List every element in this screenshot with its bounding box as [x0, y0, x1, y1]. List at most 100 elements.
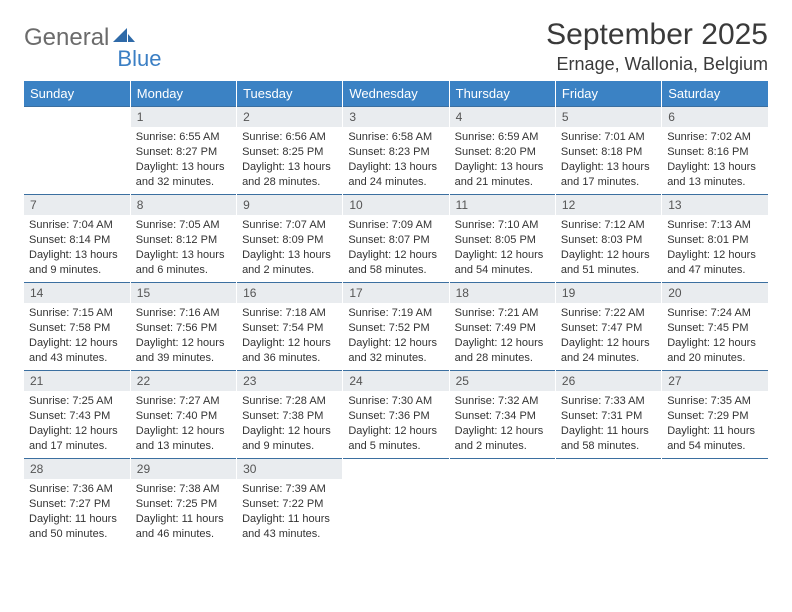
sunset-text: Sunset: 7:25 PM	[136, 497, 231, 512]
day-cell: 17Sunrise: 7:19 AMSunset: 7:52 PMDayligh…	[343, 283, 449, 371]
daylight-text: Daylight: 11 hours and 43 minutes.	[242, 512, 337, 542]
logo-word1: General	[24, 24, 109, 52]
sunset-text: Sunset: 7:34 PM	[455, 409, 550, 424]
daylight-text: Daylight: 12 hours and 32 minutes.	[348, 336, 443, 366]
daylight-text: Daylight: 12 hours and 51 minutes.	[561, 248, 656, 278]
sunset-text: Sunset: 8:16 PM	[667, 145, 763, 160]
sunset-text: Sunset: 7:54 PM	[242, 321, 337, 336]
col-sat: Saturday	[662, 81, 768, 107]
sunset-text: Sunset: 7:43 PM	[29, 409, 125, 424]
day-cell: 13Sunrise: 7:13 AMSunset: 8:01 PMDayligh…	[662, 195, 768, 283]
day-body: Sunrise: 7:21 AMSunset: 7:49 PMDaylight:…	[450, 303, 555, 369]
sunrise-text: Sunrise: 7:32 AM	[455, 394, 550, 409]
day-cell	[24, 107, 130, 195]
sunrise-text: Sunrise: 6:59 AM	[455, 130, 550, 145]
day-header-row: Sunday Monday Tuesday Wednesday Thursday…	[24, 81, 768, 107]
sunrise-text: Sunrise: 6:56 AM	[242, 130, 337, 145]
sunset-text: Sunset: 8:07 PM	[348, 233, 443, 248]
sunrise-text: Sunrise: 7:07 AM	[242, 218, 337, 233]
sunrise-text: Sunrise: 7:19 AM	[348, 306, 443, 321]
day-body: Sunrise: 7:22 AMSunset: 7:47 PMDaylight:…	[556, 303, 661, 369]
sunrise-text: Sunrise: 7:27 AM	[136, 394, 231, 409]
day-number: 30	[237, 459, 342, 479]
day-body: Sunrise: 7:28 AMSunset: 7:38 PMDaylight:…	[237, 391, 342, 457]
sunrise-text: Sunrise: 7:35 AM	[667, 394, 763, 409]
day-number: 17	[343, 283, 448, 303]
sunrise-text: Sunrise: 7:39 AM	[242, 482, 337, 497]
day-cell: 29Sunrise: 7:38 AMSunset: 7:25 PMDayligh…	[130, 459, 236, 547]
day-number: 3	[343, 107, 448, 127]
day-cell: 1Sunrise: 6:55 AMSunset: 8:27 PMDaylight…	[130, 107, 236, 195]
day-number: 16	[237, 283, 342, 303]
calendar-table: Sunday Monday Tuesday Wednesday Thursday…	[24, 81, 768, 547]
day-number: 10	[343, 195, 448, 215]
week-row: 28Sunrise: 7:36 AMSunset: 7:27 PMDayligh…	[24, 459, 768, 547]
sunset-text: Sunset: 8:12 PM	[136, 233, 231, 248]
sunset-text: Sunset: 8:18 PM	[561, 145, 656, 160]
location: Ernage, Wallonia, Belgium	[546, 54, 768, 75]
sunrise-text: Sunrise: 7:05 AM	[136, 218, 231, 233]
col-wed: Wednesday	[343, 81, 449, 107]
sunset-text: Sunset: 7:56 PM	[136, 321, 231, 336]
day-body: Sunrise: 7:36 AMSunset: 7:27 PMDaylight:…	[24, 479, 130, 545]
day-cell: 25Sunrise: 7:32 AMSunset: 7:34 PMDayligh…	[449, 371, 555, 459]
sunset-text: Sunset: 8:27 PM	[136, 145, 231, 160]
daylight-text: Daylight: 12 hours and 2 minutes.	[455, 424, 550, 454]
daylight-text: Daylight: 12 hours and 28 minutes.	[455, 336, 550, 366]
day-cell: 11Sunrise: 7:10 AMSunset: 8:05 PMDayligh…	[449, 195, 555, 283]
day-number: 9	[237, 195, 342, 215]
day-body: Sunrise: 7:07 AMSunset: 8:09 PMDaylight:…	[237, 215, 342, 281]
day-cell: 12Sunrise: 7:12 AMSunset: 8:03 PMDayligh…	[555, 195, 661, 283]
day-body: Sunrise: 7:13 AMSunset: 8:01 PMDaylight:…	[662, 215, 768, 281]
sunrise-text: Sunrise: 7:22 AM	[561, 306, 656, 321]
sunset-text: Sunset: 7:47 PM	[561, 321, 656, 336]
daylight-text: Daylight: 12 hours and 36 minutes.	[242, 336, 337, 366]
daylight-text: Daylight: 13 hours and 32 minutes.	[136, 160, 231, 190]
day-cell: 19Sunrise: 7:22 AMSunset: 7:47 PMDayligh…	[555, 283, 661, 371]
day-body: Sunrise: 7:16 AMSunset: 7:56 PMDaylight:…	[131, 303, 236, 369]
sunrise-text: Sunrise: 7:18 AM	[242, 306, 337, 321]
day-body: Sunrise: 7:30 AMSunset: 7:36 PMDaylight:…	[343, 391, 448, 457]
day-number: 6	[662, 107, 768, 127]
sunrise-text: Sunrise: 7:36 AM	[29, 482, 125, 497]
daylight-text: Daylight: 13 hours and 6 minutes.	[136, 248, 231, 278]
day-number: 12	[556, 195, 661, 215]
week-row: 1Sunrise: 6:55 AMSunset: 8:27 PMDaylight…	[24, 107, 768, 195]
day-cell: 27Sunrise: 7:35 AMSunset: 7:29 PMDayligh…	[662, 371, 768, 459]
sunset-text: Sunset: 8:20 PM	[455, 145, 550, 160]
day-cell: 28Sunrise: 7:36 AMSunset: 7:27 PMDayligh…	[24, 459, 130, 547]
day-cell: 8Sunrise: 7:05 AMSunset: 8:12 PMDaylight…	[130, 195, 236, 283]
day-cell: 9Sunrise: 7:07 AMSunset: 8:09 PMDaylight…	[237, 195, 343, 283]
day-number: 27	[662, 371, 768, 391]
week-row: 14Sunrise: 7:15 AMSunset: 7:58 PMDayligh…	[24, 283, 768, 371]
sunrise-text: Sunrise: 7:15 AM	[29, 306, 125, 321]
sunset-text: Sunset: 7:49 PM	[455, 321, 550, 336]
day-cell	[449, 459, 555, 547]
day-number: 13	[662, 195, 768, 215]
day-body: Sunrise: 7:32 AMSunset: 7:34 PMDaylight:…	[450, 391, 555, 457]
day-number: 7	[24, 195, 130, 215]
day-cell	[343, 459, 449, 547]
day-cell: 21Sunrise: 7:25 AMSunset: 7:43 PMDayligh…	[24, 371, 130, 459]
day-cell: 3Sunrise: 6:58 AMSunset: 8:23 PMDaylight…	[343, 107, 449, 195]
day-number: 1	[131, 107, 236, 127]
daylight-text: Daylight: 12 hours and 54 minutes.	[455, 248, 550, 278]
day-body: Sunrise: 7:01 AMSunset: 8:18 PMDaylight:…	[556, 127, 661, 193]
day-number: 19	[556, 283, 661, 303]
sunrise-text: Sunrise: 7:33 AM	[561, 394, 656, 409]
sunset-text: Sunset: 8:23 PM	[348, 145, 443, 160]
daylight-text: Daylight: 12 hours and 17 minutes.	[29, 424, 125, 454]
sunset-text: Sunset: 7:22 PM	[242, 497, 337, 512]
logo-sail-icon	[113, 28, 135, 46]
day-number: 18	[450, 283, 555, 303]
day-number: 11	[450, 195, 555, 215]
sunrise-text: Sunrise: 7:30 AM	[348, 394, 443, 409]
sunset-text: Sunset: 7:27 PM	[29, 497, 125, 512]
daylight-text: Daylight: 12 hours and 20 minutes.	[667, 336, 763, 366]
sunset-text: Sunset: 8:14 PM	[29, 233, 125, 248]
day-cell: 4Sunrise: 6:59 AMSunset: 8:20 PMDaylight…	[449, 107, 555, 195]
daylight-text: Daylight: 12 hours and 43 minutes.	[29, 336, 125, 366]
sunset-text: Sunset: 8:09 PM	[242, 233, 337, 248]
sunrise-text: Sunrise: 7:04 AM	[29, 218, 125, 233]
daylight-text: Daylight: 13 hours and 24 minutes.	[348, 160, 443, 190]
